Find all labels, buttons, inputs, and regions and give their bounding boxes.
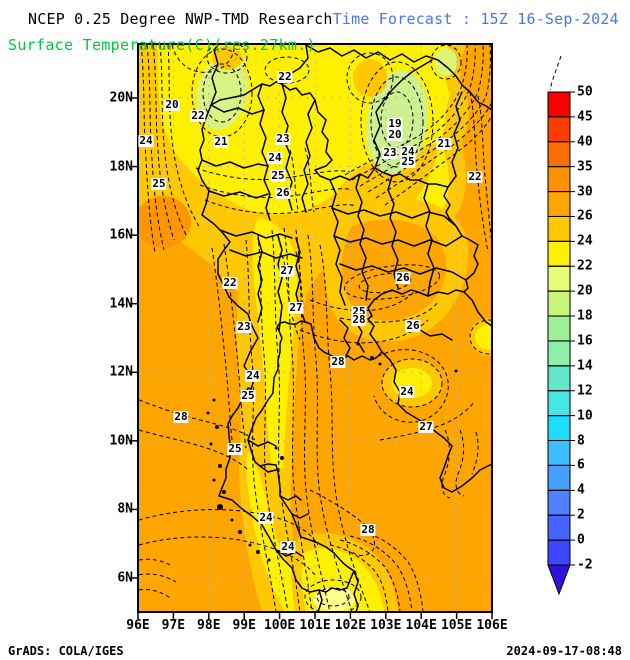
contour-label: 27 [279, 264, 295, 277]
colorbar-label: 2 [577, 507, 585, 523]
x-tick-label: 98E [197, 618, 221, 633]
contour-label: 24 [267, 151, 283, 164]
x-tick-label: 104E [405, 618, 437, 633]
colorbar-label: 45 [577, 109, 593, 125]
contour-label: 25 [227, 442, 243, 455]
contour-label: 27 [418, 420, 434, 433]
colorbar-overflow-dash [549, 55, 562, 91]
colorbar-label: 35 [577, 159, 593, 175]
colorbar-label: 50 [577, 84, 593, 100]
colorbar-label: 20 [577, 283, 593, 299]
colorbar-label: 0 [577, 532, 585, 548]
y-tick-label: 20N [109, 90, 133, 106]
contour-label: 27 [288, 301, 304, 314]
colorbar-label: 6 [577, 457, 585, 473]
contour-label: 24 [280, 540, 296, 553]
contour-label: 20 [164, 98, 180, 111]
y-tick-label: 10N [109, 433, 133, 449]
contour-label: 24 [399, 385, 415, 398]
x-tick-label: 100E [263, 618, 296, 633]
plot-title: NCEP 0.25 Degree NWP-TMD ResearchTime Fo… [28, 10, 619, 28]
y-tick-label: 16N [109, 227, 133, 243]
colorbar-label: 10 [577, 408, 593, 424]
x-tick-label: 97E [161, 618, 186, 633]
islands [206, 342, 458, 562]
colorbar-label: 16 [577, 333, 593, 349]
colorbar-label: 12 [577, 383, 593, 399]
x-tick-label: 103E [370, 618, 402, 633]
creation-timestamp: 2024-09-17-08:48 [506, 644, 622, 658]
contour-label: 25 [270, 169, 286, 182]
plot-subtitle-variable: Surface Temperature(C)(res.27km.) [8, 36, 316, 54]
y-tick-label: 12N [109, 364, 133, 380]
y-tick-label: 6N [117, 570, 133, 586]
contour-label: 28 [351, 313, 367, 326]
contour-label: 21 [213, 135, 229, 148]
thailand-border [197, 81, 479, 593]
contour-label: 19 [387, 117, 403, 130]
contour-label: 23 [382, 146, 398, 159]
contour-label: 26 [275, 186, 291, 199]
contour-label: 22 [222, 276, 238, 289]
colorbar-label: -2 [577, 557, 593, 573]
x-tick-label: 106E [476, 618, 508, 633]
contour-label: 22 [467, 170, 483, 183]
contour-label: 23 [275, 132, 291, 145]
contour-label: 22 [190, 109, 206, 122]
colorbar-label: 26 [577, 208, 593, 224]
title-forecast-time-text: Time Forecast : 15Z 16-Sep-2024 [332, 10, 619, 28]
contour-label: 20 [387, 128, 403, 141]
contour-label: 25 [151, 177, 167, 190]
contour-label: 24 [245, 369, 261, 382]
contour-label: 26 [395, 271, 411, 284]
x-tick-label: 99E [232, 618, 256, 633]
contour-label: 24 [400, 145, 416, 158]
y-tick-label: 8N [117, 501, 133, 517]
colorbar-label: 30 [577, 184, 593, 200]
contour-label: 23 [236, 320, 252, 333]
contour-label: 28 [330, 355, 346, 368]
x-tick-label: 101E [299, 618, 331, 633]
contour-label: 22 [277, 70, 293, 83]
contour-label: 24 [138, 134, 154, 147]
y-tick-label: 18N [109, 159, 133, 175]
latlon-gridlines [139, 45, 491, 611]
grads-credit-text: GrADS: COLA/IGES [8, 644, 124, 658]
contour-label: 24 [258, 511, 274, 524]
y-tick-label: 14N [109, 296, 133, 312]
contour-label: 28 [360, 523, 376, 536]
axis-ticks [130, 97, 493, 619]
colorbar-label: 18 [577, 308, 593, 324]
country-province-borders [197, 45, 491, 611]
contour-label: 26 [405, 319, 421, 332]
colorbar [547, 91, 575, 596]
contour-label: 25 [400, 155, 416, 168]
colorbar-label: 8 [577, 433, 585, 449]
title-model-text: NCEP 0.25 Degree NWP-TMD Research [28, 10, 333, 28]
x-tick-label: 105E [440, 618, 473, 633]
x-tick-label: 102E [334, 618, 367, 633]
colorbar-label: 40 [577, 134, 593, 150]
colorbar-label: 22 [577, 258, 593, 274]
contour-label: 28 [173, 410, 189, 423]
colorbar-label: 14 [577, 358, 593, 374]
x-tick-label: 96E [126, 618, 150, 633]
contour-label: 25 [240, 389, 256, 402]
colorbar-label: 24 [577, 233, 593, 249]
contour-label: 21 [436, 137, 452, 150]
colorbar-label: 4 [577, 482, 585, 498]
